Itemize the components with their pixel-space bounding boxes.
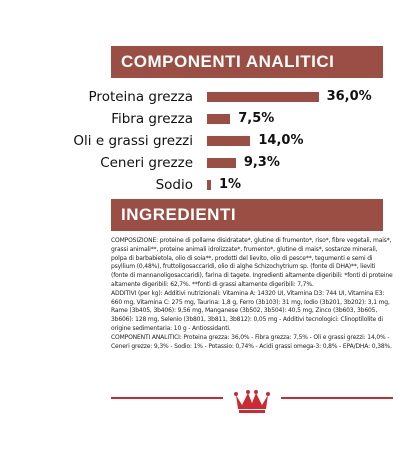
analysis-row: Proteina grezza 36,0% xyxy=(0,86,416,108)
analysis-row: Sodio 1% xyxy=(0,174,416,196)
footer-line-left xyxy=(111,397,223,399)
analytical-components-paragraph: COMPONENTI ANALITICI: Proteina grezza: 3… xyxy=(111,333,392,350)
ingredients-text: COMPOSIZIONE: proteine di pollame disidr… xyxy=(111,237,393,351)
analysis-label: Oli e grassi grezzi xyxy=(73,133,193,149)
analysis-value: 7,5% xyxy=(238,111,275,126)
analysis-value: 36,0% xyxy=(326,89,372,104)
composition-paragraph: COMPOSIZIONE: proteine di pollame disidr… xyxy=(111,237,393,288)
analysis-bar xyxy=(207,136,251,146)
analysis-bar xyxy=(207,180,211,190)
analysis-label: Ceneri grezze xyxy=(100,155,193,171)
analysis-row: Oli e grassi grezzi 14,0% xyxy=(0,130,416,152)
analysis-row: Fibra grezza 7,5% xyxy=(0,108,416,130)
royal-crown-logo xyxy=(234,390,270,413)
analysis-label: Sodio xyxy=(155,177,193,193)
ingredients-section-title: INGREDIENTI xyxy=(111,199,383,231)
analysis-value: 1% xyxy=(219,177,242,192)
analysis-label: Fibra grezza xyxy=(111,111,193,127)
analysis-section-title: COMPONENTI ANALITICI xyxy=(111,46,383,78)
analysis-bar xyxy=(207,114,231,124)
footer-line-right xyxy=(281,397,393,399)
analysis-label: Proteina grezza xyxy=(88,89,193,105)
additives-paragraph: ADDITIVI (per kg): Additivi nutrizionali… xyxy=(111,289,390,332)
analysis-value: 14,0% xyxy=(258,133,304,148)
analysis-value: 9,3% xyxy=(243,155,280,170)
analysis-bar xyxy=(207,92,319,102)
analysis-bar xyxy=(207,158,236,168)
analysis-row: Ceneri grezze 9,3% xyxy=(0,152,416,174)
